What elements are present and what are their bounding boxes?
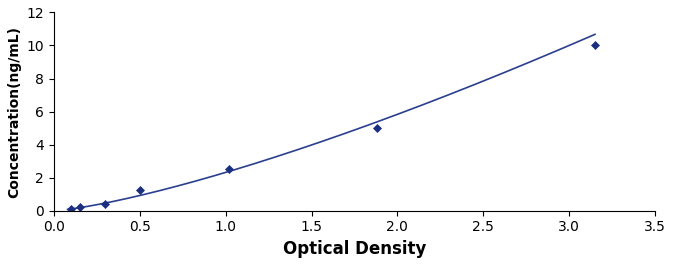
X-axis label: Optical Density: Optical Density [283,240,426,258]
Y-axis label: Concentration(ng/mL): Concentration(ng/mL) [7,26,21,198]
